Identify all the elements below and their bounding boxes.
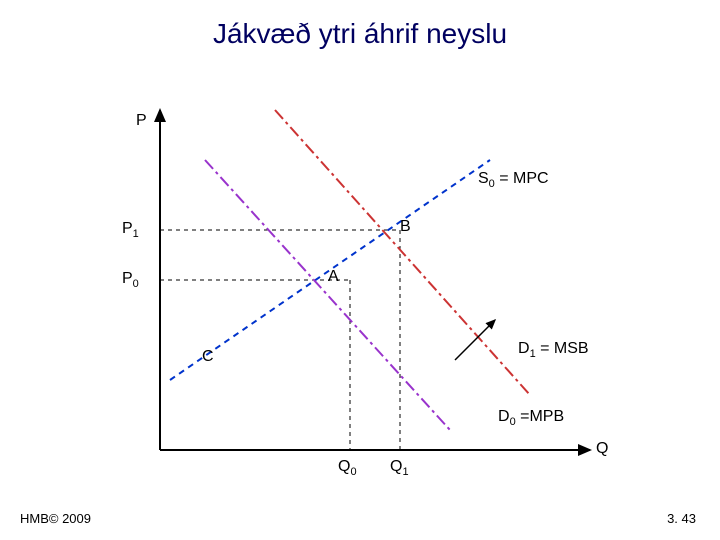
- slide: Jákvæð ytri áhrif neyslu P1 P0 Q0 Q1 A B C S0 =…: [0, 0, 720, 540]
- label-Q-axis: Q: [596, 440, 608, 458]
- chart-area: P1 P0 Q0 Q1 A B C S0 = MPC D1 = MSB D0 =MPB P Q: [110, 100, 610, 475]
- footer-right: 3. 43: [667, 511, 696, 526]
- label-A: A: [328, 268, 339, 286]
- slide-title: Jákvæð ytri áhrif neyslu: [0, 18, 720, 50]
- footer-left: HMB© 2009: [20, 511, 91, 526]
- label-S0: S0 = MPC: [478, 170, 549, 190]
- label-Q1: Q1: [390, 458, 409, 478]
- label-P-axis: P: [136, 112, 147, 130]
- label-B: B: [400, 218, 411, 236]
- label-P0: P0: [122, 270, 139, 290]
- label-C: C: [202, 348, 214, 366]
- label-Q0: Q0: [338, 458, 357, 478]
- label-D0: D0 =MPB: [498, 408, 564, 428]
- label-P1: P1: [122, 220, 139, 240]
- label-D1: D1 = MSB: [518, 340, 589, 360]
